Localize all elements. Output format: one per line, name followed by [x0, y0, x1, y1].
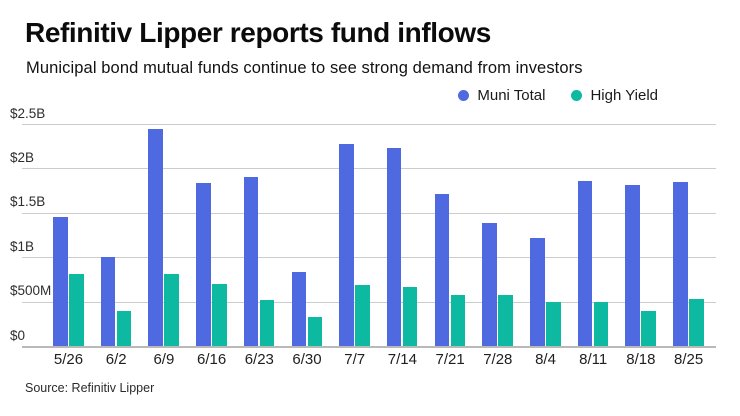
bar-high-yield — [116, 311, 132, 346]
circle-dot-icon — [571, 90, 583, 101]
y-axis-tick-label: $500M — [10, 283, 52, 299]
chart-title: Refinitiv Lipper reports fund inflows — [25, 17, 491, 48]
y-axis-tick-label: $1B — [10, 238, 35, 254]
y-axis-tick-label: $1.5B — [10, 194, 46, 210]
legend-item-high-yield: High Yield — [571, 87, 658, 104]
bar-muni-total — [53, 217, 68, 346]
bar-high-yield — [69, 274, 84, 346]
bar-high-yield — [593, 301, 609, 346]
y-axis-tick-label: $2B — [10, 149, 35, 165]
x-axis-tick-label: 7/7 — [344, 351, 366, 368]
bar-muni-total — [291, 271, 306, 346]
x-axis-tick-label: 6/23 — [244, 351, 274, 368]
bar-high-yield — [641, 310, 656, 346]
x-axis-tick-label: 8/25 — [673, 351, 704, 368]
x-axis-tick-label: 6/30 — [292, 351, 322, 368]
bar-high-yield — [355, 285, 370, 346]
x-axis-tick-label: 7/28 — [483, 351, 513, 368]
bar-muni-total — [434, 194, 450, 346]
bar-group-7-7: 7/7 — [339, 124, 370, 368]
legend-label: Muni Total — [477, 87, 546, 104]
bar-high-yield — [212, 283, 227, 346]
chart-subtitle: Municipal bond mutual funds continue to … — [26, 59, 583, 77]
legend-item-muni-total: Muni Total — [458, 87, 545, 104]
x-axis-tick-label: 6/16 — [196, 351, 227, 368]
bar-muni-total — [577, 180, 593, 346]
bar-high-yield — [498, 294, 513, 346]
x-axis-tick-label: 6/2 — [105, 351, 127, 368]
x-axis-tick-label: 8/18 — [626, 351, 656, 368]
gridline — [22, 257, 716, 259]
bar-muni-total — [243, 177, 259, 346]
bar-group-8-25: 8/25 — [673, 124, 704, 368]
circle-dot-icon — [458, 90, 470, 101]
gridline — [22, 124, 716, 125]
bar-group-6-16: 6/16 — [196, 124, 227, 368]
bar-high-yield — [307, 317, 322, 346]
bar-high-yield — [689, 298, 704, 346]
y-axis-tick-label: $2.5B — [10, 105, 46, 121]
bar-group-5-26: 5/26 — [53, 124, 84, 368]
bar-muni-total — [673, 181, 688, 346]
bar-high-yield — [546, 301, 561, 346]
bar-muni-total — [339, 144, 354, 346]
gridline — [22, 168, 716, 170]
bar-muni-total — [530, 237, 545, 346]
bar-group-7-21: 7/21 — [434, 124, 466, 368]
bar-muni-total — [196, 182, 211, 346]
x-axis-tick-label: 5/26 — [53, 351, 84, 368]
bar-group-8-11: 8/11 — [577, 124, 609, 368]
bar-group-6-2: 6/2 — [100, 124, 132, 368]
bar-muni-total — [386, 148, 402, 346]
plot-area: $0 $500M $1B $1.5B $2B $2.5B 5/26 6/2 6/9 6/16 6/2… — [10, 106, 716, 368]
y-axis-tick-label: $0 — [10, 327, 26, 343]
x-axis-tick-label: 8/11 — [579, 351, 608, 368]
source-note: Source: Refinitiv Lipper — [25, 381, 155, 395]
bar-muni-total — [482, 222, 497, 346]
legend-label: High Yield — [590, 87, 658, 104]
bar-group-6-30: 6/30 — [291, 124, 323, 368]
x-axis-tick-label: 6/9 — [153, 351, 175, 368]
chart-legend: Muni Total High Yield — [458, 87, 658, 104]
bar-group-6-23: 6/23 — [243, 124, 275, 368]
bar-high-yield — [450, 294, 466, 346]
bar-muni-total — [625, 185, 640, 346]
bar-high-yield — [402, 287, 418, 346]
bar-group-7-28: 7/28 — [482, 124, 513, 368]
bar-high-yield — [259, 299, 275, 346]
bar-muni-total — [148, 129, 163, 346]
bar-group-7-14: 7/14 — [386, 124, 418, 368]
x-axis-tick-label: 7/14 — [387, 351, 417, 368]
bar-group-8-18: 8/18 — [625, 124, 656, 368]
bar-muni-total — [100, 257, 116, 346]
bar-group-8-4: 8/4 — [530, 124, 561, 368]
bar-high-yield — [164, 273, 179, 346]
gridline — [22, 212, 716, 214]
x-axis-tick-label: 8/4 — [535, 351, 556, 368]
x-axis-tick-label: 7/21 — [435, 351, 465, 368]
bar-group-6-9: 6/9 — [148, 124, 179, 368]
